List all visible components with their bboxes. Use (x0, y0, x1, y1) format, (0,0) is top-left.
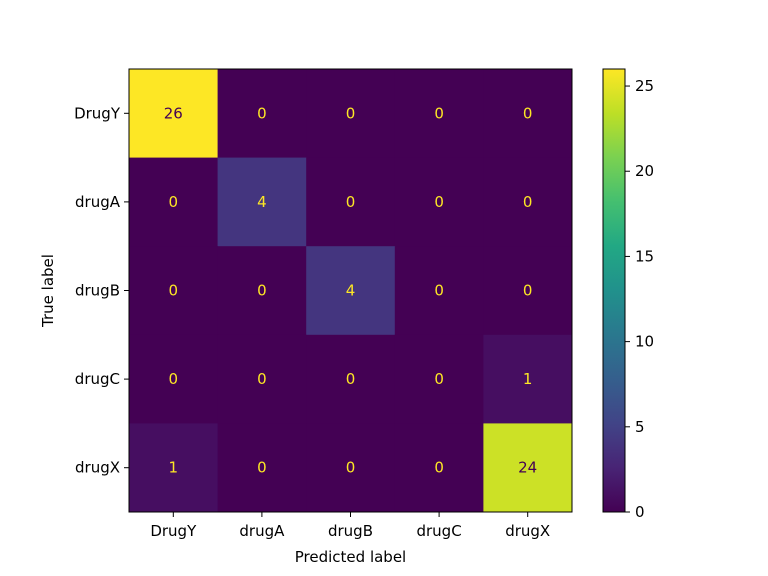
cell-value-3-1: 0 (257, 370, 267, 388)
y-tick-label-2: drugB (75, 282, 120, 300)
cell-value-4-4: 24 (518, 459, 537, 477)
cell-value-3-4: 1 (523, 370, 533, 388)
colorbar-tick-label-2: 10 (635, 333, 654, 351)
heatmap-cell-labels: 26 0 0 0 0 0 4 0 0 0 0 0 4 0 0 0 0 0 0 1 1 0 0 0 24 (164, 104, 537, 476)
heatmap-cell-2-0 (129, 246, 219, 336)
heatmap-cell-3-2 (306, 334, 396, 424)
heatmap-cell-2-2 (306, 246, 396, 336)
heatmap-cell-0-0 (129, 69, 219, 159)
heatmap-cell-4-1 (217, 423, 307, 513)
x-tick-label-4: drugX (505, 522, 550, 540)
heatmap-cell-2-3 (394, 246, 484, 336)
colorbar-tick-label-4: 20 (635, 162, 654, 180)
cell-value-0-4: 0 (523, 104, 533, 122)
heatmap-cell-3-0 (129, 334, 219, 424)
x-tick-label-2: drugB (328, 522, 373, 540)
colorbar (602, 68, 626, 513)
heatmap-cell-4-4 (483, 423, 573, 513)
heatmap-cell-3-1 (217, 334, 307, 424)
cell-value-2-4: 0 (523, 282, 533, 300)
y-tick-label-4: drugX (75, 459, 120, 477)
cell-value-1-1: 4 (257, 193, 267, 211)
cell-value-2-3: 0 (434, 282, 444, 300)
cell-value-4-2: 0 (346, 459, 356, 477)
cell-value-4-3: 0 (434, 459, 444, 477)
x-tick-label-3: drugC (416, 522, 461, 540)
heatmap-cells (129, 69, 573, 513)
cell-value-1-0: 0 (169, 193, 179, 211)
heatmap-cell-4-3 (394, 423, 484, 513)
cell-value-0-1: 0 (257, 104, 267, 122)
cell-value-0-0: 26 (164, 104, 183, 122)
heatmap-cell-0-2 (306, 69, 396, 159)
colorbar-tick-label-1: 5 (635, 418, 645, 436)
heatmap-cell-3-4 (483, 334, 573, 424)
heatmap-cell-0-1 (217, 69, 307, 159)
heatmap-cell-4-0 (129, 423, 219, 513)
colorbar-tick-label-5: 25 (635, 77, 654, 95)
y-tick-label-0: DrugY (74, 104, 121, 122)
heatmap-cell-3-3 (394, 334, 484, 424)
cell-value-1-2: 0 (346, 193, 356, 211)
y-tick-label-1: drugA (75, 193, 121, 211)
heatmap-cell-1-2 (306, 157, 396, 247)
y-axis-label: True label (39, 254, 57, 328)
cell-value-0-2: 0 (346, 104, 356, 122)
cell-value-4-1: 0 (257, 459, 267, 477)
heatmap-cell-2-1 (217, 246, 307, 336)
cell-value-1-3: 0 (434, 193, 444, 211)
heatmap-cell-0-4 (483, 69, 573, 159)
cell-value-4-0: 1 (169, 459, 179, 477)
heatmap-cell-4-2 (306, 423, 396, 513)
heatmap-cell-2-4 (483, 246, 573, 336)
x-axis-ticks: DrugY drugA drugB drugC drugX (150, 512, 550, 540)
heatmap-cell-0-3 (394, 69, 484, 159)
cell-value-3-0: 0 (169, 370, 179, 388)
heatmap-cell-1-4 (483, 157, 573, 247)
cell-value-1-4: 0 (523, 193, 533, 211)
colorbar-ticks: 0 5 10 15 20 25 (625, 77, 654, 521)
cell-value-0-3: 0 (434, 104, 444, 122)
cell-value-2-0: 0 (169, 282, 179, 300)
y-tick-label-3: drugC (75, 370, 120, 388)
x-axis-label: Predicted label (295, 548, 406, 566)
cell-value-3-2: 0 (346, 370, 356, 388)
x-tick-label-0: DrugY (150, 522, 197, 540)
heatmap-cell-1-1 (217, 157, 307, 247)
heatmap-cell-1-3 (394, 157, 484, 247)
colorbar-tick-label-3: 15 (635, 247, 654, 265)
colorbar-tick-label-0: 0 (635, 503, 645, 521)
heatmap-cell-1-0 (129, 157, 219, 247)
cell-value-3-3: 0 (434, 370, 444, 388)
cell-value-2-1: 0 (257, 282, 267, 300)
x-tick-label-1: drugA (239, 522, 285, 540)
y-axis-ticks: DrugY drugA drugB drugC drugX (74, 104, 129, 477)
cell-value-2-2: 4 (346, 282, 356, 300)
